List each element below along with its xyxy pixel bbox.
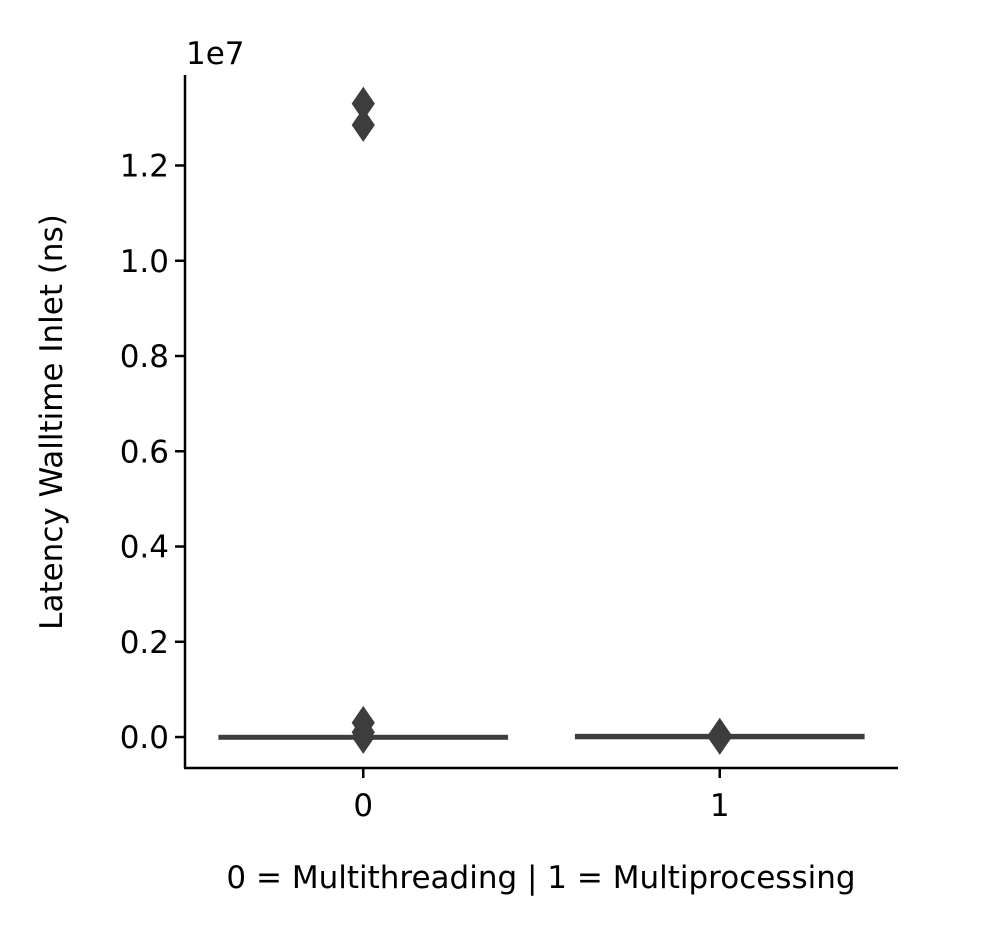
x-axis-label: 0 = Multithreading | 1 = Multiprocessing	[226, 860, 855, 896]
x-tick-label: 1	[710, 788, 730, 824]
box-group-1	[574, 717, 865, 755]
outlier-point	[351, 720, 375, 754]
y-tick-label: 0.6	[120, 434, 169, 470]
y-tick-label: 0.4	[120, 530, 169, 566]
outlier-point	[351, 108, 375, 142]
x-tick-label: 0	[353, 788, 373, 824]
y-offset-label: 1e7	[186, 36, 245, 72]
y-tick-label: 0.0	[120, 720, 169, 756]
box-group-0	[218, 86, 509, 754]
y-tick-label: 0.8	[120, 339, 169, 375]
y-axis-label: Latency Walltime Inlet (ns)	[34, 214, 70, 630]
y-tick-label: 1.2	[120, 148, 169, 184]
y-tick-label: 1.0	[120, 244, 169, 280]
outlier-point	[708, 721, 732, 755]
y-tick-label: 0.2	[120, 625, 169, 661]
